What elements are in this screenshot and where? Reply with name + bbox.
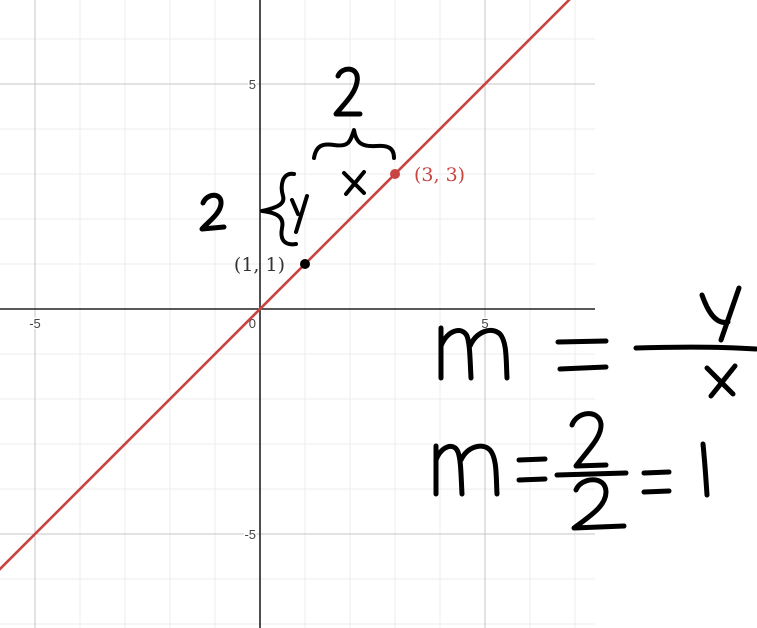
handwritten-annotations bbox=[199, 66, 757, 531]
point-label: (3, 3) bbox=[414, 164, 465, 186]
formula-x bbox=[704, 363, 738, 399]
calc-equals bbox=[516, 456, 548, 483]
data-point bbox=[390, 169, 400, 179]
x-tick-label: -5 bbox=[29, 316, 41, 331]
axes bbox=[0, 0, 595, 628]
points-layer: (1, 1) (3, 3) bbox=[234, 164, 465, 276]
calc-fraction-bar bbox=[554, 470, 629, 478]
formula-fraction-bar bbox=[633, 344, 757, 352]
slope-formula-handwriting bbox=[438, 285, 757, 399]
calc-denominator-2 bbox=[571, 477, 627, 531]
run-brace-handwriting bbox=[312, 128, 396, 160]
y-tick-label: 5 bbox=[249, 77, 256, 92]
formula-y bbox=[699, 285, 742, 343]
rise-annotation bbox=[199, 171, 309, 247]
run-value-handwriting bbox=[333, 66, 363, 117]
x-tick-label: 0 bbox=[249, 316, 256, 331]
series-layer bbox=[0, 0, 571, 571]
point-label: (1, 1) bbox=[234, 254, 285, 276]
formula-m bbox=[438, 325, 510, 381]
run-x-handwriting bbox=[342, 170, 366, 196]
slope-calculation-handwriting bbox=[433, 411, 710, 531]
data-point bbox=[300, 259, 310, 269]
tick-labels: -5 0 5 5 -5 bbox=[28, 76, 490, 544]
calc-m bbox=[433, 443, 500, 497]
calc-equals-2 bbox=[641, 469, 672, 495]
calc-result-1 bbox=[700, 441, 710, 498]
rise-y-handwriting bbox=[290, 194, 309, 234]
x-tick-label: 5 bbox=[481, 316, 488, 331]
rise-value-handwriting bbox=[199, 192, 227, 232]
calc-numerator-2 bbox=[569, 411, 609, 469]
rise-brace-handwriting bbox=[260, 171, 298, 247]
formula-equals bbox=[555, 338, 609, 372]
run-annotation bbox=[312, 66, 396, 196]
series-line bbox=[0, 0, 571, 571]
major-gridlines bbox=[0, 0, 595, 628]
y-tick-label: -5 bbox=[244, 527, 256, 542]
